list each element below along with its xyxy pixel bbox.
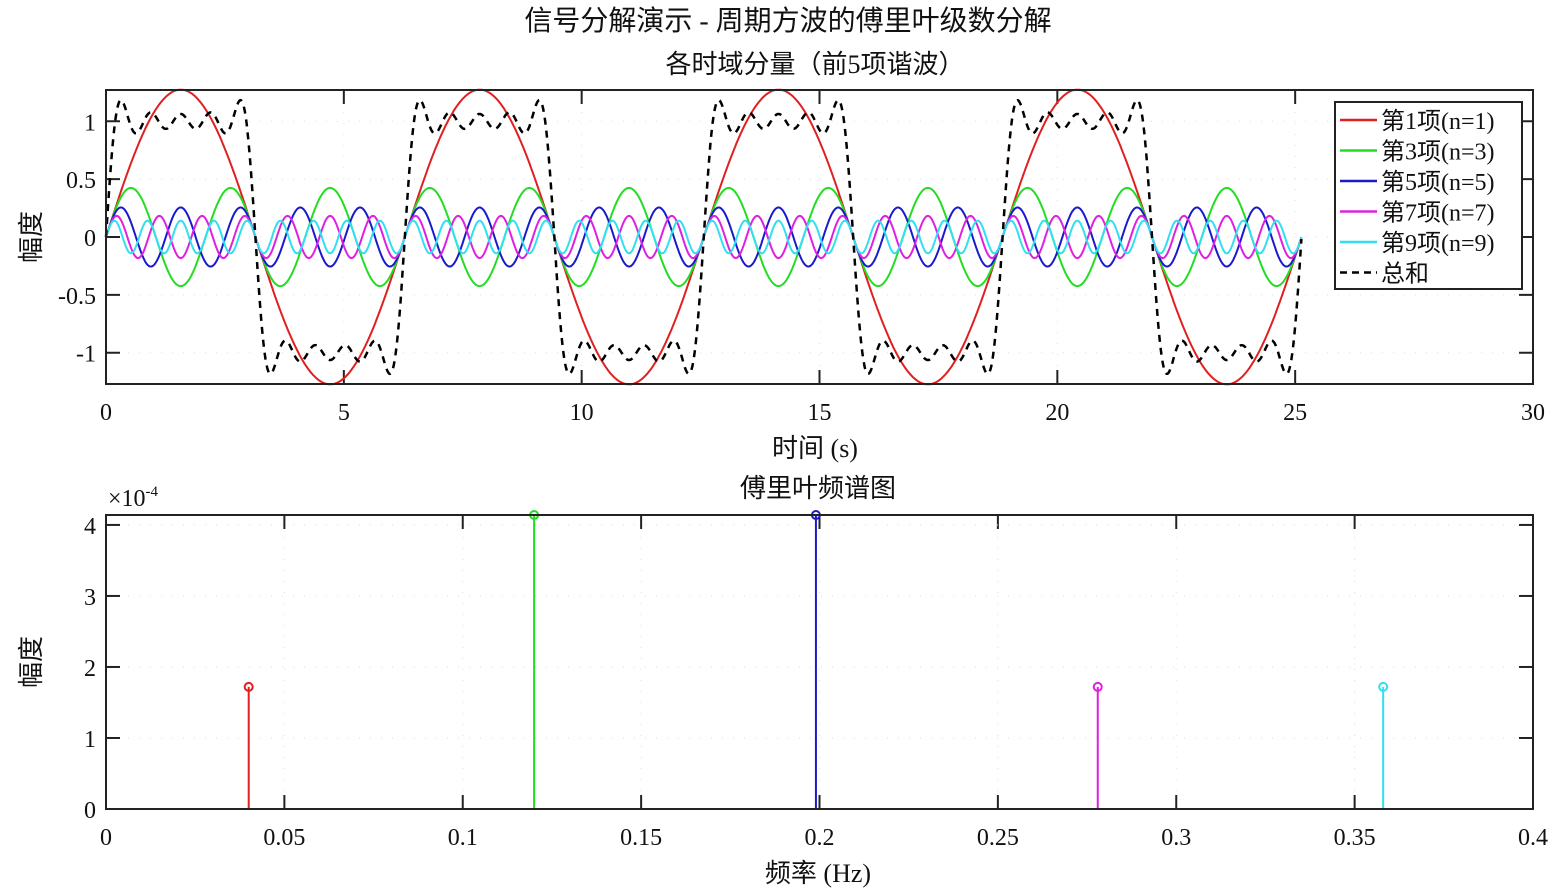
ax2-ytick-label: 1 [84,727,96,753]
legend: 第1项(n=1) 第3项(n=3) 第5项(n=5) 第7项(n=7) 第9项(n=9)… [1334,101,1523,290]
legend-label: 总和 [1381,261,1429,288]
ax2-exponent: ×10-4 [108,484,159,512]
ax2-xlabel: 频率 (Hz) [765,859,871,888]
ax2-xtick-label: 0.1 [448,825,478,851]
legend-label: 第5项(n=5) [1381,169,1495,196]
series-line-sum [104,98,1303,376]
ax1-xtick-label: 15 [808,400,832,426]
ax2-xtick-label: 0.05 [263,825,305,851]
legend-label: 第7项(n=7) [1381,200,1495,227]
ax2-ytick-label: 2 [84,656,96,682]
spectrum-axes: 傅里叶频谱图 频率 (Hz) 幅度 ×10-4 0 0.05 0.1 0.15 0.2 0… [17,474,1548,888]
ax1-xtick-label: 20 [1045,400,1069,426]
legend-label: 第1项(n=1) [1381,108,1495,135]
legend-label: 第9项(n=9) [1381,230,1495,257]
ax2-xtick-label: 0 [100,825,112,851]
stem-marker [243,681,254,692]
ax1-ytick-label: -1 [76,342,96,368]
ax2-xtick-label: 0.25 [977,825,1019,851]
ax2-xtick-label: 0.2 [805,825,835,851]
ax2-ytick-label: 3 [84,585,96,611]
ax1-ytick-label: 0 [84,226,96,252]
ax1-xlabel: 时间 (s) [772,434,858,463]
legend-label: 第3项(n=3) [1381,139,1495,166]
figure-title: 信号分解演示 - 周期方波的傅里叶级数分解 [524,5,1051,37]
ax2-ytick-label: 0 [84,798,96,824]
stem-marker [1092,681,1103,692]
ax2-xtick-label: 0.3 [1161,825,1191,851]
ax2-ylabel: 幅度 [17,636,46,688]
time-domain-axes: 各时域分量（前5项谐波） 时间 (s) 幅度 0 5 10 15 20 25 30 1 0.5 0… [17,50,1545,463]
ax1-title: 各时域分量（前5项谐波） [665,50,964,79]
ax2-xtick-label: 0.35 [1334,825,1376,851]
stem-marker [1378,681,1389,692]
ax1-xtick-label: 0 [100,400,112,426]
ax1-ylabel: 幅度 [17,211,46,263]
ax1-xtick-label: 30 [1521,400,1545,426]
ax1-frame [105,89,1534,385]
ax2-frame [105,514,1534,810]
ax2-xtick-label: 0.4 [1518,825,1548,851]
ax1-ytick-label: -0.5 [58,284,96,310]
ax1-ytick-label: 0.5 [66,168,96,194]
ax1-xtick-label: 10 [570,400,594,426]
ax1-xtick-label: 5 [338,400,350,426]
ax1-xtick-label: 25 [1283,400,1307,426]
ax2-xtick-label: 0.15 [620,825,662,851]
legend-box [1334,101,1523,290]
ax1-ytick-label: 1 [84,110,96,136]
ax2-ytick-label: 4 [84,514,96,540]
ax2-title: 傅里叶频谱图 [740,474,896,503]
